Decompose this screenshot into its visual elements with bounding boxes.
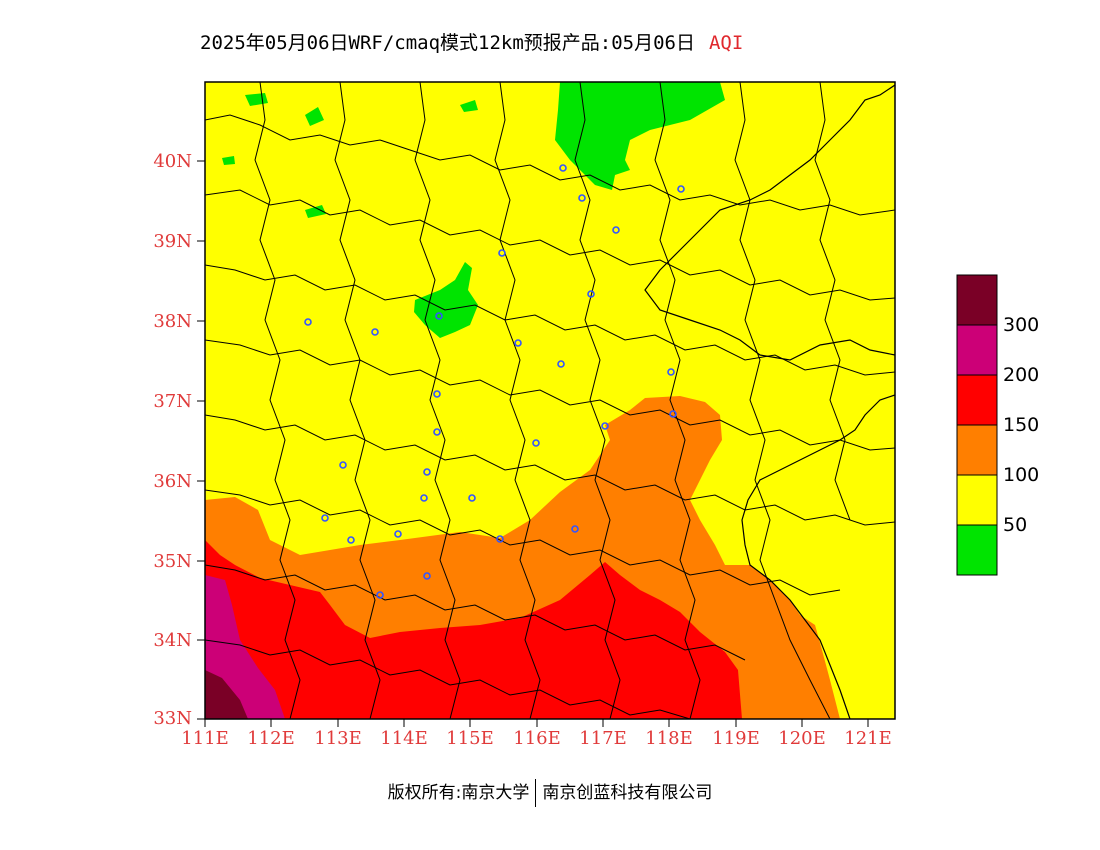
region-good-small [460,100,478,112]
lon-label: 112E [247,728,295,749]
map-area [205,82,895,719]
lat-label: 39N [153,231,192,252]
region-good-small [305,107,324,126]
city-marker [532,439,540,447]
boundary-lines [205,82,895,719]
legend-swatch-moderate [956,474,998,526]
city-marker [514,339,522,347]
legend-label: 150 [1003,414,1040,436]
region-hazardous [205,670,248,719]
city-marker [304,318,312,326]
region-good-north [555,82,725,190]
city-marker [667,368,675,376]
region-unhealthy [205,540,742,719]
lon-label: 120E [778,728,826,749]
lon-label: 119E [712,728,760,749]
lat-label: 36N [153,471,192,492]
city-marker [468,494,476,502]
lat-label: 34N [153,630,192,651]
map-title: 2025年05月06日WRF/cmaq模式12km预报产品:05月06日 AQI [200,28,743,55]
city-marker [669,410,677,418]
legend-swatch-usg [956,424,998,476]
legend-swatch-good [956,524,998,576]
city-marker [420,494,428,502]
lat-label: 38N [153,311,192,332]
legend-label: 100 [1003,464,1040,486]
city-marker [677,185,685,193]
legend-label: 50 [1003,514,1028,536]
lon-label: 121E [844,728,892,749]
lat-label: 37N [153,391,192,412]
lon-label: 113E [314,728,362,749]
city-marker [376,591,384,599]
city-marker [578,194,586,202]
city-marker [587,290,595,298]
lon-label: 115E [446,728,494,749]
axis-ticks [197,160,869,727]
city-marker [394,530,402,538]
city-marker [371,328,379,336]
city-marker [423,468,431,476]
city-marker [601,422,609,430]
city-marker [433,390,441,398]
lat-label: 40N [153,151,192,172]
title-text: 2025年05月06日WRF/cmaq模式12km预报产品:05月06日 [200,32,695,54]
footer-separator [535,779,537,807]
lat-label: 35N [153,551,192,572]
city-marker [571,525,579,533]
city-markers [304,164,685,599]
footer-copyright: 版权所有:南京大学 [387,783,530,803]
region-good-central [414,262,478,338]
city-marker [347,536,355,544]
lon-label: 114E [380,728,428,749]
legend-swatch-hazardous [956,274,998,326]
lat-label: 33N [153,708,192,729]
footer-company: 南京创蓝科技有限公司 [542,783,713,803]
city-marker [433,428,441,436]
legend-label: 200 [1003,364,1040,386]
lon-label: 118E [645,728,693,749]
legend-colorbar [956,274,998,576]
city-marker [557,360,565,368]
lon-label: 111E [181,728,229,749]
region-good-small [305,205,326,218]
legend-swatch-unhealthy [956,374,998,426]
city-marker [496,535,504,543]
legend-swatch-very-unhealthy [956,324,998,376]
city-marker [339,461,347,469]
city-marker [423,572,431,580]
legend-label: 300 [1003,314,1040,336]
lon-label: 116E [513,728,561,749]
title-variable: AQI [708,32,744,54]
city-marker [612,226,620,234]
city-marker [435,312,443,320]
city-marker [498,249,506,257]
lon-label: 117E [579,728,627,749]
city-marker [321,514,329,522]
footer: 版权所有:南京大学 南京创蓝科技有限公司 [0,778,1100,807]
region-good-small [222,156,235,165]
city-marker [559,164,567,172]
